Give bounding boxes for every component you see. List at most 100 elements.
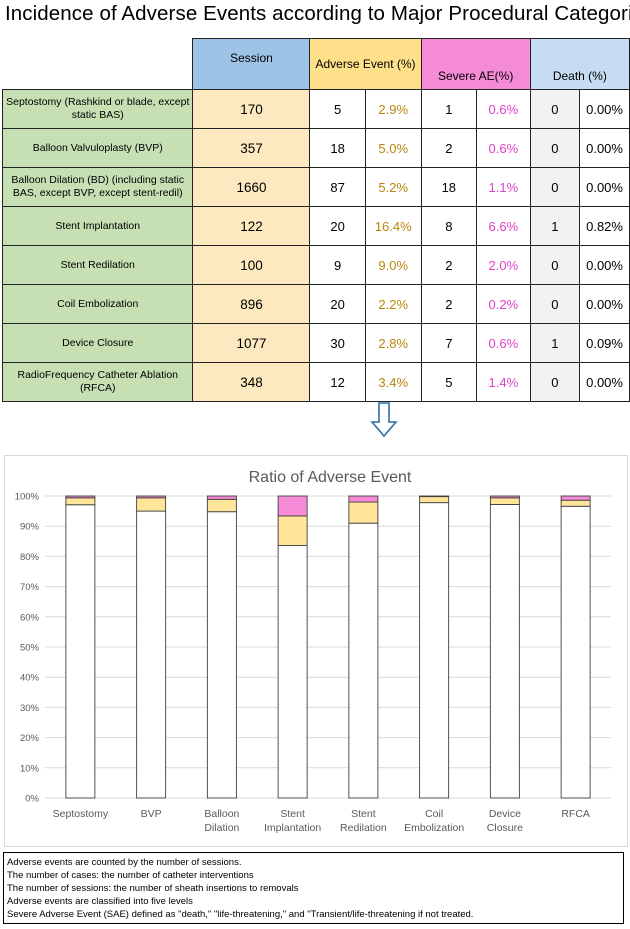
- bar-segment: [560, 505, 591, 799]
- y-tick-label: 20%: [20, 733, 40, 744]
- note-line: The number of cases: the number of cathe…: [7, 870, 254, 881]
- death-pct-cell: 0.00%: [579, 128, 630, 168]
- y-tick-label: 40%: [20, 673, 40, 684]
- x-tick-label: Stent: [351, 808, 376, 820]
- death-count-cell: 0: [529, 167, 581, 207]
- sae-pct-cell: 1.1%: [476, 167, 531, 207]
- table-row: Stent Implantation 122 20 16.4% 8 6.6% 1 0.82%: [1, 206, 630, 246]
- table-row: Coil Embolization 896 20 2.2% 2 0.2% 0 0.00%: [1, 284, 630, 324]
- bar-segment: [348, 495, 379, 503]
- sae-count-cell: 2: [420, 128, 478, 168]
- y-tick-label: 100%: [15, 492, 40, 503]
- y-tick-label: 90%: [20, 522, 40, 533]
- sae-count-cell: 18: [420, 167, 478, 207]
- y-tick-label: 50%: [20, 643, 40, 654]
- death-count-cell: 0: [529, 89, 581, 129]
- bar-segment: [277, 545, 308, 799]
- ae-count-cell: 18: [309, 128, 366, 168]
- death-pct-cell: 0.00%: [579, 167, 630, 207]
- x-tick-label: Coil: [425, 808, 443, 820]
- session-cell: 100: [192, 245, 311, 285]
- session-cell: 357: [192, 128, 311, 168]
- note-line: Adverse events are classified into five …: [7, 896, 193, 907]
- bar-segment: [206, 498, 237, 513]
- category-cell: Stent Redilation: [1, 245, 194, 285]
- category-cell: Stent Implantation: [1, 206, 194, 246]
- sae-pct-cell: 2.0%: [476, 245, 531, 285]
- x-tick-label: Septostomy: [53, 808, 109, 820]
- ae-pct-cell: 2.2%: [364, 284, 422, 324]
- header-severe-ae: Severe AE(%): [420, 38, 531, 90]
- y-tick-label: 30%: [20, 703, 40, 714]
- bar-segment: [65, 497, 96, 506]
- header-session: Session: [192, 38, 311, 90]
- bar-segment: [560, 499, 591, 507]
- notes-box: Adverse events are counted by the number…: [3, 852, 624, 924]
- bar-segment: [206, 495, 237, 500]
- y-tick-label: 10%: [20, 763, 40, 774]
- table-row: Septostomy (Rashkind or blade, except st…: [1, 89, 630, 129]
- x-tick-label: Embolization: [404, 822, 464, 834]
- death-count-cell: 1: [529, 323, 581, 363]
- note-line: Adverse events are counted by the number…: [7, 857, 242, 868]
- down-arrow-icon: [370, 402, 398, 438]
- x-tick-label: Balloon: [204, 808, 239, 820]
- x-tick-label: Closure: [487, 822, 523, 834]
- death-pct-cell: 0.82%: [579, 206, 630, 246]
- death-count-cell: 0: [529, 362, 581, 402]
- y-tick-label: 60%: [20, 612, 40, 623]
- ae-count-cell: 12: [309, 362, 366, 402]
- sae-count-cell: 8: [420, 206, 478, 246]
- x-tick-label: RFCA: [561, 808, 590, 820]
- death-count-cell: 1: [529, 206, 581, 246]
- bar-segment: [136, 495, 167, 499]
- bar-segment: [419, 496, 450, 504]
- bar-segment: [560, 495, 591, 501]
- session-cell: 122: [192, 206, 311, 246]
- bar-segment: [206, 511, 237, 799]
- sae-count-cell: 2: [420, 245, 478, 285]
- death-pct-cell: 0.00%: [579, 362, 630, 402]
- session-cell: 348: [192, 362, 311, 402]
- bar-segment: [348, 501, 379, 524]
- table-row: Balloon Valvuloplasty (BVP) 357 18 5.0% 2 0.6…: [1, 128, 630, 168]
- category-cell: Coil Embolization: [1, 284, 194, 324]
- ae-pct-cell: 5.0%: [364, 128, 422, 168]
- bar-segment: [419, 502, 450, 799]
- session-cell: 1077: [192, 323, 311, 363]
- table-row: RadioFrequency Catheter Ablation (RFCA) 3…: [1, 362, 630, 402]
- ratio-chart-svg: Ratio of Adverse Event 0% 10% 20% 30% 40% 50% 6…: [15, 469, 611, 834]
- death-pct-cell: 0.00%: [579, 245, 630, 285]
- note-line: Severe Adverse Event (SAE) defined as "d…: [7, 909, 474, 920]
- x-tick-label: Stent: [280, 808, 305, 820]
- header-death: Death (%): [529, 38, 630, 90]
- ae-count-cell: 9: [309, 245, 366, 285]
- bar-segment: [489, 497, 520, 505]
- session-cell: 170: [192, 89, 311, 129]
- ratio-chart: Ratio of Adverse Event 0% 10% 20% 30% 40% 50% 6…: [4, 455, 628, 847]
- ae-pct-cell: 2.8%: [364, 323, 422, 363]
- sae-pct-cell: 1.4%: [476, 362, 531, 402]
- adverse-events-table: Session Adverse Event (%) Severe AE(%) D…: [1, 38, 630, 402]
- death-pct-cell: 0.09%: [579, 323, 630, 363]
- y-tick-label: 70%: [20, 582, 40, 593]
- category-cell: Balloon Valvuloplasty (BVP): [1, 128, 194, 168]
- sae-pct-cell: 0.6%: [476, 128, 531, 168]
- ae-pct-cell: 9.0%: [364, 245, 422, 285]
- bar-segment: [277, 515, 308, 546]
- death-count-cell: 0: [529, 128, 581, 168]
- table-row: Balloon Dilation (BD) (including static …: [1, 167, 630, 207]
- ae-pct-cell: 2.9%: [364, 89, 422, 129]
- x-tick-label: Device: [489, 808, 521, 820]
- table-header-row: Session Adverse Event (%) Severe AE(%) D…: [3, 38, 630, 90]
- ae-count-cell: 30: [309, 323, 366, 363]
- ae-count-cell: 20: [309, 206, 366, 246]
- death-count-cell: 0: [529, 245, 581, 285]
- bar-segment: [489, 504, 520, 799]
- sae-count-cell: 2: [420, 284, 478, 324]
- sae-pct-cell: 0.6%: [476, 323, 531, 363]
- bar-segment: [348, 522, 379, 799]
- x-tick-label: Dilation: [204, 822, 239, 834]
- chart-title: Ratio of Adverse Event: [249, 469, 412, 486]
- bar-segment: [65, 495, 96, 499]
